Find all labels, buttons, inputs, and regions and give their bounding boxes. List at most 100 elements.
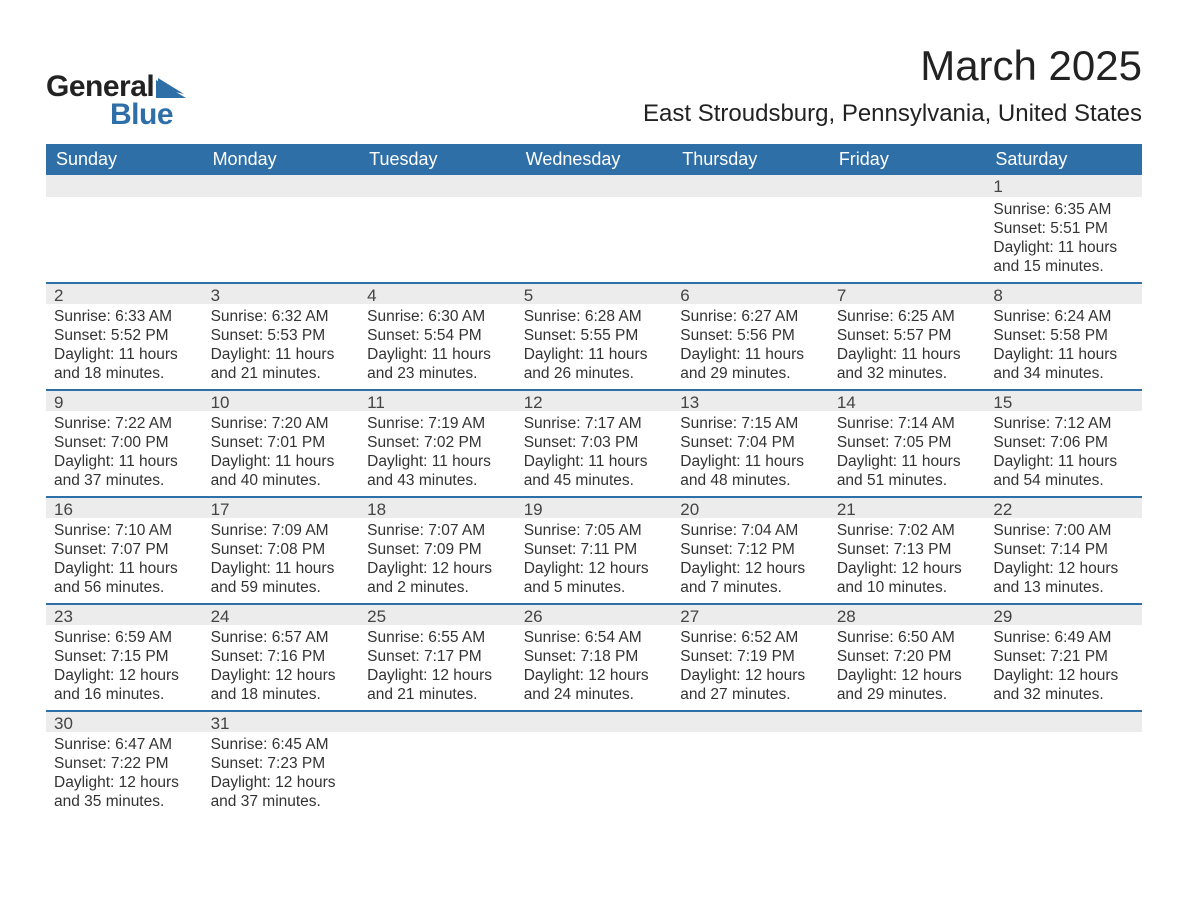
daylight-text: Daylight: 11 hours and 51 minutes.: [837, 452, 978, 490]
day-number: 21: [829, 496, 986, 518]
day-number: [203, 175, 360, 197]
day-number: 29: [985, 603, 1142, 625]
sunrise-text: Sunrise: 7:22 AM: [54, 414, 195, 433]
sunrise-text: Sunrise: 7:20 AM: [211, 414, 352, 433]
weekday-header: Monday: [203, 144, 360, 175]
sunset-text: Sunset: 7:17 PM: [367, 647, 508, 666]
day-details: [829, 197, 986, 275]
day-details: Sunrise: 7:22 AMSunset: 7:00 PMDaylight:…: [46, 411, 203, 496]
day-details: Sunrise: 6:33 AMSunset: 5:52 PMDaylight:…: [46, 304, 203, 389]
sunset-text: Sunset: 7:02 PM: [367, 433, 508, 452]
sunset-text: Sunset: 7:08 PM: [211, 540, 352, 559]
day-number: 7: [829, 282, 986, 304]
sunset-text: Sunset: 5:55 PM: [524, 326, 665, 345]
daybody-row: Sunrise: 6:35 AMSunset: 5:51 PMDaylight:…: [46, 197, 1142, 282]
sunset-text: Sunset: 7:19 PM: [680, 647, 821, 666]
day-number: 4: [359, 282, 516, 304]
weekday-header: Tuesday: [359, 144, 516, 175]
day-number: [516, 710, 673, 732]
day-number: [516, 175, 673, 197]
sunset-text: Sunset: 7:16 PM: [211, 647, 352, 666]
day-number: 30: [46, 710, 203, 732]
sunset-text: Sunset: 5:53 PM: [211, 326, 352, 345]
sunrise-text: Sunrise: 6:25 AM: [837, 307, 978, 326]
day-number: 25: [359, 603, 516, 625]
daynum-row: 23242526272829: [46, 603, 1142, 625]
day-details: [985, 732, 1142, 810]
day-details: [46, 197, 203, 275]
sunrise-text: Sunrise: 7:09 AM: [211, 521, 352, 540]
daylight-text: Daylight: 12 hours and 5 minutes.: [524, 559, 665, 597]
day-number: 23: [46, 603, 203, 625]
day-number: 11: [359, 389, 516, 411]
day-details: Sunrise: 7:19 AMSunset: 7:02 PMDaylight:…: [359, 411, 516, 496]
logo: General Blue: [46, 42, 186, 132]
day-details: Sunrise: 6:45 AMSunset: 7:23 PMDaylight:…: [203, 732, 360, 817]
sunrise-text: Sunrise: 7:04 AM: [680, 521, 821, 540]
daylight-text: Daylight: 11 hours and 56 minutes.: [54, 559, 195, 597]
sunset-text: Sunset: 7:04 PM: [680, 433, 821, 452]
day-number: 15: [985, 389, 1142, 411]
sunset-text: Sunset: 7:11 PM: [524, 540, 665, 559]
sunset-text: Sunset: 7:12 PM: [680, 540, 821, 559]
daylight-text: Daylight: 11 hours and 23 minutes.: [367, 345, 508, 383]
weekday-header: Sunday: [46, 144, 203, 175]
daylight-text: Daylight: 11 hours and 29 minutes.: [680, 345, 821, 383]
daynum-row: 9101112131415: [46, 389, 1142, 411]
location: East Stroudsburg, Pennsylvania, United S…: [643, 100, 1142, 128]
daylight-text: Daylight: 12 hours and 24 minutes.: [524, 666, 665, 704]
day-details: Sunrise: 6:32 AMSunset: 5:53 PMDaylight:…: [203, 304, 360, 389]
daylight-text: Daylight: 12 hours and 2 minutes.: [367, 559, 508, 597]
day-number: 22: [985, 496, 1142, 518]
daylight-text: Daylight: 12 hours and 35 minutes.: [54, 773, 195, 811]
day-number: 14: [829, 389, 986, 411]
day-details: Sunrise: 6:27 AMSunset: 5:56 PMDaylight:…: [672, 304, 829, 389]
day-details: Sunrise: 7:09 AMSunset: 7:08 PMDaylight:…: [203, 518, 360, 603]
day-details: Sunrise: 6:50 AMSunset: 7:20 PMDaylight:…: [829, 625, 986, 710]
daylight-text: Daylight: 12 hours and 29 minutes.: [837, 666, 978, 704]
weekday-header: Thursday: [672, 144, 829, 175]
logo-flag-icon: [156, 76, 186, 98]
sunset-text: Sunset: 7:23 PM: [211, 754, 352, 773]
day-details: Sunrise: 7:02 AMSunset: 7:13 PMDaylight:…: [829, 518, 986, 603]
day-details: Sunrise: 6:55 AMSunset: 7:17 PMDaylight:…: [359, 625, 516, 710]
day-number: 1: [985, 175, 1142, 197]
sunset-text: Sunset: 7:06 PM: [993, 433, 1134, 452]
day-details: [829, 732, 986, 810]
sunset-text: Sunset: 7:15 PM: [54, 647, 195, 666]
day-details: Sunrise: 7:12 AMSunset: 7:06 PMDaylight:…: [985, 411, 1142, 496]
day-details: Sunrise: 7:07 AMSunset: 7:09 PMDaylight:…: [359, 518, 516, 603]
sunset-text: Sunset: 7:18 PM: [524, 647, 665, 666]
day-number: 8: [985, 282, 1142, 304]
daylight-text: Daylight: 12 hours and 21 minutes.: [367, 666, 508, 704]
sunrise-text: Sunrise: 6:24 AM: [993, 307, 1134, 326]
day-details: Sunrise: 7:20 AMSunset: 7:01 PMDaylight:…: [203, 411, 360, 496]
month-title: March 2025: [643, 42, 1142, 90]
daylight-text: Daylight: 11 hours and 21 minutes.: [211, 345, 352, 383]
sunset-text: Sunset: 7:01 PM: [211, 433, 352, 452]
daynum-row: 1: [46, 175, 1142, 197]
sunset-text: Sunset: 7:21 PM: [993, 647, 1134, 666]
sunrise-text: Sunrise: 7:07 AM: [367, 521, 508, 540]
daylight-text: Daylight: 11 hours and 59 minutes.: [211, 559, 352, 597]
day-number: 5: [516, 282, 673, 304]
sunrise-text: Sunrise: 6:30 AM: [367, 307, 508, 326]
day-details: Sunrise: 6:54 AMSunset: 7:18 PMDaylight:…: [516, 625, 673, 710]
daylight-text: Daylight: 12 hours and 32 minutes.: [993, 666, 1134, 704]
daylight-text: Daylight: 11 hours and 45 minutes.: [524, 452, 665, 490]
day-number: 31: [203, 710, 360, 732]
day-number: 10: [203, 389, 360, 411]
day-number: 27: [672, 603, 829, 625]
day-details: Sunrise: 7:17 AMSunset: 7:03 PMDaylight:…: [516, 411, 673, 496]
sunrise-text: Sunrise: 7:12 AM: [993, 414, 1134, 433]
daylight-text: Daylight: 12 hours and 16 minutes.: [54, 666, 195, 704]
sunset-text: Sunset: 5:54 PM: [367, 326, 508, 345]
day-details: Sunrise: 7:15 AMSunset: 7:04 PMDaylight:…: [672, 411, 829, 496]
day-details: [359, 197, 516, 275]
daylight-text: Daylight: 11 hours and 34 minutes.: [993, 345, 1134, 383]
sunset-text: Sunset: 5:51 PM: [993, 219, 1134, 238]
sunrise-text: Sunrise: 6:27 AM: [680, 307, 821, 326]
daylight-text: Daylight: 11 hours and 48 minutes.: [680, 452, 821, 490]
daylight-text: Daylight: 11 hours and 32 minutes.: [837, 345, 978, 383]
day-number: [359, 710, 516, 732]
